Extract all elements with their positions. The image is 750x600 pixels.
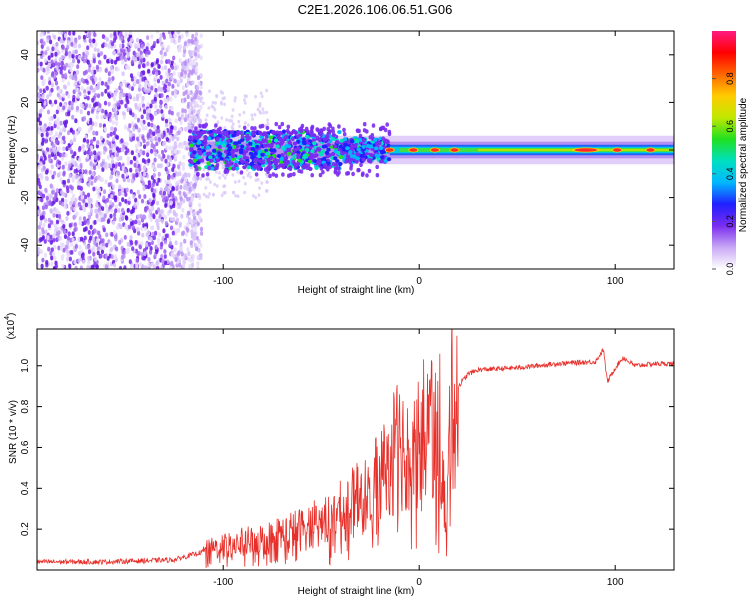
- spectrogram-x-ticks: -100 0 100: [213, 31, 624, 287]
- spectrogram-x-tick-label: -100: [213, 276, 233, 287]
- spectrogram-x-tick-label: 100: [607, 276, 624, 287]
- snr-y-tick-label: 1.0: [20, 358, 31, 372]
- spectrogram-y-tick-label: 20: [20, 96, 31, 108]
- colorbar: 0.0 0.2 0.4 0.6 0.8 Normalized spectral ampl…: [712, 31, 749, 275]
- spectrogram-x-label: Height of straight line (km): [298, 285, 415, 296]
- snr-x-ticks: -100 0 100: [213, 329, 624, 588]
- snr-y-tick-label: 0.6: [20, 440, 31, 454]
- snr-x-tick-label: -100: [213, 577, 233, 588]
- spectrogram-y-ticks: -40 -20 0 20 40: [20, 49, 674, 253]
- snr-y-tick-label: 0.4: [20, 481, 31, 495]
- colorbar-tick-label: 0.2: [725, 215, 735, 228]
- colorbar-tick-label: 0.8: [725, 72, 735, 85]
- colorbar-tick-label: 0.4: [725, 168, 735, 181]
- spectrogram-y-label: Frequency (Hz): [7, 116, 18, 185]
- colorbar-label: Normalized spectral amplitude: [738, 97, 749, 232]
- snr-series-line: [37, 329, 674, 569]
- snr-y-tick-label: 0.8: [20, 399, 31, 413]
- snr-y-ticks: 0.2 0.4 0.6 0.8 1.0: [20, 358, 674, 536]
- spectrogram-y-tick-label: 0: [20, 147, 31, 153]
- snr-panel: -100 0 100 0.2 0.4 0.6 0.8 1.0 Height of strai…: [4, 313, 675, 597]
- snr-scale-exponent: 4: [4, 316, 11, 320]
- spectrogram-x-tick-label: 0: [416, 276, 422, 287]
- snr-y-tick-label: 0.2: [20, 522, 31, 536]
- snr-frame: [36, 328, 675, 571]
- snr-scale-close: ): [6, 313, 17, 316]
- snr-scale-prefix: (x10: [6, 319, 17, 339]
- colorbar-gradient: [712, 31, 736, 269]
- snr-x-tick-label: 0: [416, 577, 422, 588]
- spectrogram-y-tick-label: 40: [20, 49, 31, 61]
- colorbar-tick-label: 0.0: [725, 263, 735, 276]
- figure-title: C2E1.2026.106.06.51.G06: [297, 2, 453, 17]
- snr-scale-label: (x104): [4, 313, 17, 340]
- colorbar-tick-label: 0.6: [725, 120, 735, 133]
- spectrogram-panel: -100 0 100 -40 -20 0 20 40 Height of straight …: [7, 30, 675, 296]
- snr-x-tick-label: 100: [607, 577, 624, 588]
- spectrogram-y-tick-label: -20: [20, 190, 31, 205]
- snr-x-label: Height of straight line (km): [298, 586, 415, 597]
- snr-y-label: SNR (10 * v/v): [8, 400, 19, 464]
- spectrogram-y-tick-label: -40: [20, 238, 31, 253]
- svg-text:(x104): (x104): [4, 313, 17, 340]
- colorbar-ticks: 0.0 0.2 0.4 0.6 0.8: [712, 72, 735, 275]
- spectrogram-image: [37, 31, 674, 269]
